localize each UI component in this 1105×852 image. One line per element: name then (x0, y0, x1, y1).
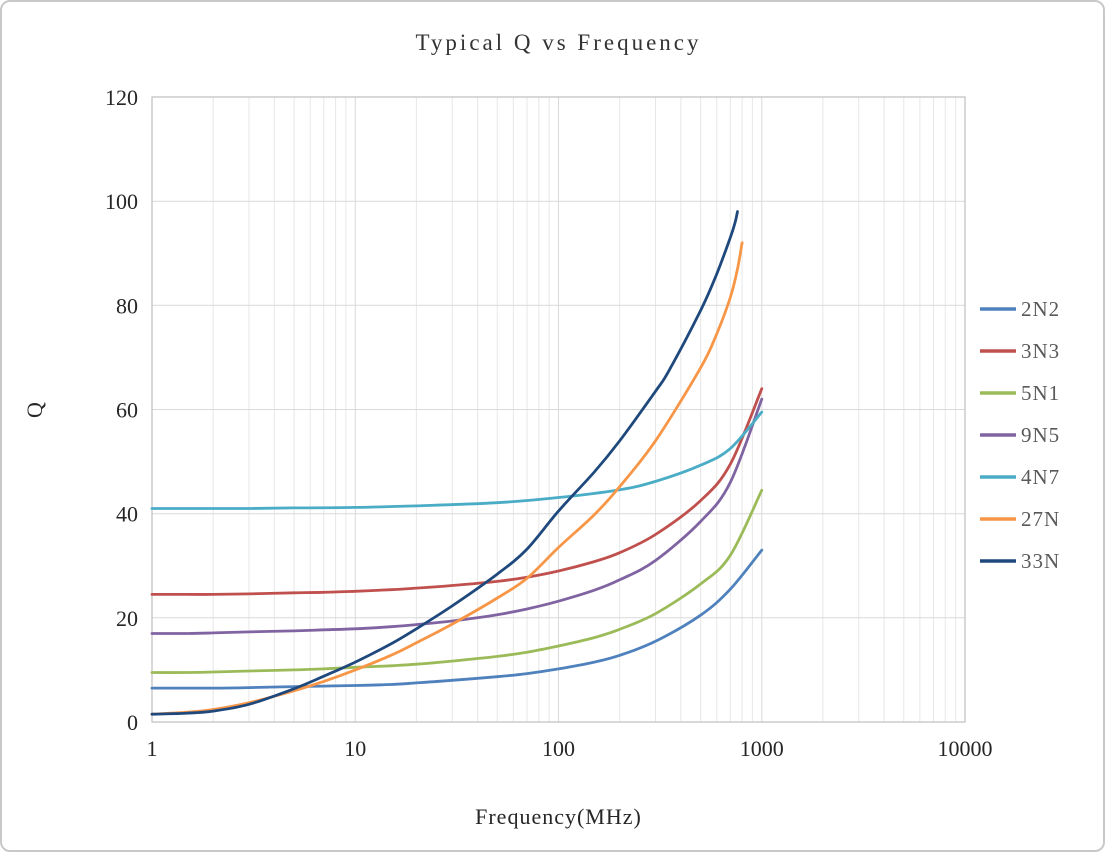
series-line-33N (150, 210, 739, 716)
x-tick-label: 100 (542, 736, 575, 761)
series-line-3N3 (150, 387, 764, 596)
y-tick-label: 120 (105, 85, 138, 110)
x-tick-label: 1 (147, 736, 158, 761)
legend-item-3N3: 3N3 (980, 339, 1060, 363)
series-lines (150, 210, 764, 716)
legend-item-5N1: 5N1 (980, 381, 1060, 405)
x-tick-label: 10 (344, 736, 366, 761)
legend-label: 4N7 (1021, 465, 1060, 489)
y-tick-label: 100 (105, 189, 138, 214)
legend-label: 5N1 (1021, 381, 1060, 405)
legend-label: 2N2 (1021, 297, 1060, 321)
y-tick-label: 0 (127, 710, 138, 735)
series-line-4N7 (150, 410, 764, 510)
legend-item-2N2: 2N2 (980, 297, 1060, 321)
chart-title: Typical Q vs Frequency (415, 30, 701, 55)
y-axis-label: Q (22, 401, 47, 418)
legend-label: 27N (1021, 507, 1060, 531)
series-line-9N5 (150, 397, 764, 635)
legend-item-9N5: 9N5 (980, 423, 1060, 447)
legend-label: 3N3 (1021, 339, 1060, 363)
y-tick-label: 60 (116, 398, 138, 423)
x-axis-label: Frequency(MHz) (475, 804, 642, 829)
series-line-2N2 (150, 548, 764, 690)
legend: 2N2 3N3 5N1 9N5 4N7 27N 33N (980, 297, 1060, 573)
legend-label: 33N (1021, 549, 1060, 573)
y-tick-label: 80 (116, 293, 138, 318)
x-tick-label: 1000 (740, 736, 784, 761)
x-tick-label: 10000 (938, 736, 993, 761)
series-line-5N1 (150, 488, 764, 674)
y-tick-label: 40 (116, 502, 138, 527)
legend-label: 9N5 (1021, 423, 1060, 447)
legend-item-4N7: 4N7 (980, 465, 1060, 489)
legend-item-27N: 27N (980, 507, 1060, 531)
plot-border (151, 96, 966, 723)
y-tick-label: 20 (116, 606, 138, 631)
legend-item-33N: 33N (980, 549, 1060, 573)
